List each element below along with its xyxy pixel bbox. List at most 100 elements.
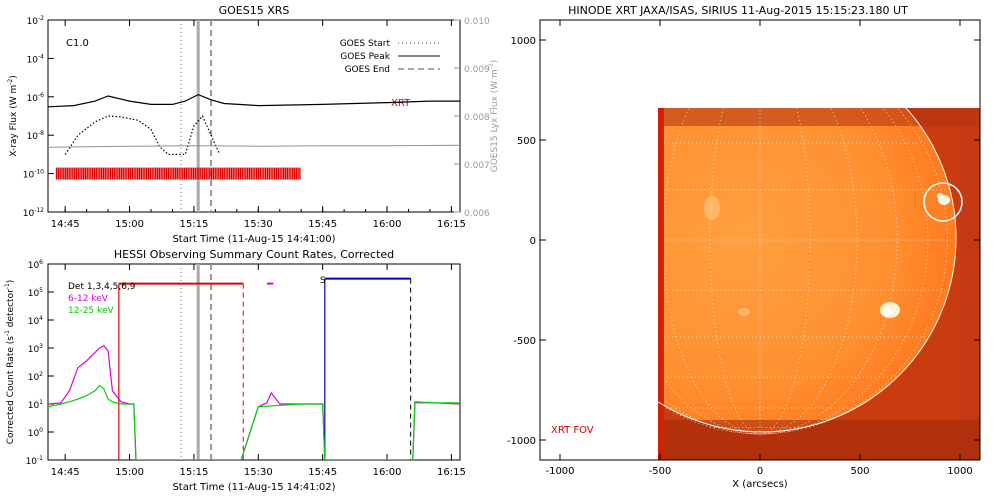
xrt-y-tick-label: 500 [517,136,536,147]
goes-x-tick-label: 15:15 [180,219,209,230]
xrt-panel: HINODE XRT JAXA/ISAS, SIRIUS 11-Aug-2015… [507,4,981,490]
goes-right-axis-label: GOES15 Lyx Flux (W m-2) [488,60,500,173]
goes-y-tick-exp: -10 [34,169,44,176]
goes-x-tick-label: 15:00 [115,219,144,230]
goes-series-long [48,93,460,108]
goes-ticks [48,19,460,213]
xrt-y-tick-label: -1000 [507,436,536,447]
hessi-x-tick-labels: 14:45 15:00 15:15 15:30 15:45 16:00 16:15 [51,467,466,478]
goes-y-axis-label: X-ray Flux (W m-2) [7,75,19,156]
hessi-title: HESSI Observing Summary Count Rates, Cor… [114,248,394,261]
hessi-y-tick-label: 102 [28,371,43,383]
goes-x-tick-label: 16:15 [437,219,466,230]
hessi-y-tick-exp: -1 [37,455,43,462]
hessi-x-axis-label: Start Time (11-Aug-15 14:41:02) [172,482,335,493]
flare-circle [923,182,963,222]
hessi-y-tick-label: 101 [28,399,43,411]
goes-x-tick-label: 15:30 [244,219,273,230]
goes-right-tick-label: 0.007 [464,161,490,171]
goes-xrt-label: XRT [391,98,411,109]
goes-title: GOES15 XRS [219,4,290,17]
hessi-series-6-12-keV [48,345,460,460]
hessi-plot-area [48,264,460,460]
xrt-ticks [540,20,980,460]
hessi-frame [47,263,461,461]
hessi-y-tick-base: 10 [28,401,40,411]
longitude-line [759,108,929,435]
goes-panel: GOES15 XRS 14:45 15:00 15:15 15:30 15:45 16:0… [7,4,500,245]
hessi-s-label: S [320,276,326,286]
xrt-x-tick-label: -1000 [545,466,574,477]
goes-right-tick-label: 0.008 [464,113,490,123]
goes-series-lyman [48,144,460,148]
hessi-legend: Det 1,3,4,5,6,9 6-12 keV 12-25 keV [68,282,136,316]
xrt-image [567,43,980,460]
goes-class-label: C1.0 [66,38,89,49]
hessi-y-tick-exp: 5 [39,287,43,294]
hessi-y-tick-label: 105 [28,287,43,299]
hessi-x-tick-label: 14:45 [51,467,80,478]
goes-y-tick-base: 10 [23,209,35,219]
xrt-x-tick-label: -500 [649,466,672,477]
goes-y-tick-label: 10-4 [27,53,45,65]
hessi-y-tick-exp: 1 [39,399,43,406]
goes-y-tick-label: 10-8 [27,130,45,142]
goes-right-tick-label: 0.010 [464,17,490,27]
xrt-x-tick-label: 500 [850,466,869,477]
xrt-image-content [664,108,980,460]
goes-right-tick-labels: 0.010 0.009 0.008 0.007 0.006 [464,17,490,219]
xrt-y-tick-labels: 1000 500 0 -500 -1000 [507,36,536,447]
hessi-y-tick-base: 10 [28,261,40,271]
hessi-y-tick-exp: 6 [39,259,43,266]
longitude-line [709,108,761,435]
goes-y-tick-base: 10 [27,132,39,142]
goes-legend-label: GOES Peak [340,52,390,62]
goes-x-tick-label: 15:45 [308,219,337,230]
hessi-x-tick-label: 15:45 [308,467,337,478]
hessi-series-12-25-keV [48,384,460,460]
hessi-y-tick-base: 10 [28,373,40,383]
xrt-fov-label: XRT FOV [551,425,594,436]
goes-x-tick-label: 16:00 [373,219,402,230]
hessi-y-tick-base: 10 [28,429,40,439]
goes-y-tick-exp: -2 [38,15,44,22]
xrt-y-tick-label: 1000 [511,36,536,47]
goes-x-tick-label: 14:45 [51,219,80,230]
goes-y-tick-label: 10-2 [27,15,45,27]
hessi-x-tick-label: 16:00 [373,467,402,478]
goes-legend: GOES Start GOES Peak GOES End [340,39,440,75]
hessi-ticks [48,263,452,461]
hessi-x-tick-label: 16:15 [437,467,466,478]
xrt-x-tick-labels: -1000 -500 0 500 1000 [545,466,972,477]
hessi-legend-label: 12-25 keV [68,306,114,316]
goes-y-tick-base: 10 [27,94,39,104]
goes-x-axis-label: Start Time (11-Aug-15 14:41:00) [172,234,335,245]
hessi-x-tick-label: 15:00 [115,467,144,478]
goes-y-tick-base: 10 [27,55,39,65]
hessi-y-tick-exp: 4 [39,315,43,322]
hessi-y-tick-base: 10 [28,317,40,327]
hessi-y-tick-label: 103 [28,343,43,355]
goes-x-tick-labels: 14:45 15:00 15:15 15:30 15:45 16:00 16:15 [51,219,466,230]
goes-series-short [64,114,221,155]
solar-limb [567,43,957,433]
goes-legend-label: GOES Start [340,39,391,49]
xrt-y-tick-label: -500 [513,336,536,347]
hessi-y-tick-label: 104 [28,315,43,327]
goes-y-tick-exp: -8 [38,130,44,137]
hessi-y-axis-label: Corrected Count Rate (s-1 detector-1) [4,280,16,445]
longitude-line [759,108,811,435]
goes-plot-area [48,20,460,212]
hessi-panel: HESSI Observing Summary Count Rates, Cor… [4,248,466,493]
hessi-y-tick-exp: 3 [39,343,43,350]
xrt-x-axis-label: X (arcsecs) [732,479,788,490]
goes-y-tick-exp: -4 [38,53,44,60]
bright-region-east [704,196,720,220]
xrt-x-tick-label: 0 [757,466,763,477]
hessi-y-tick-base: 10 [28,289,40,299]
hessi-y-tick-label: 106 [28,259,43,271]
xrt-title: HINODE XRT JAXA/ISAS, SIRIUS 11-Aug-2015… [568,4,908,17]
